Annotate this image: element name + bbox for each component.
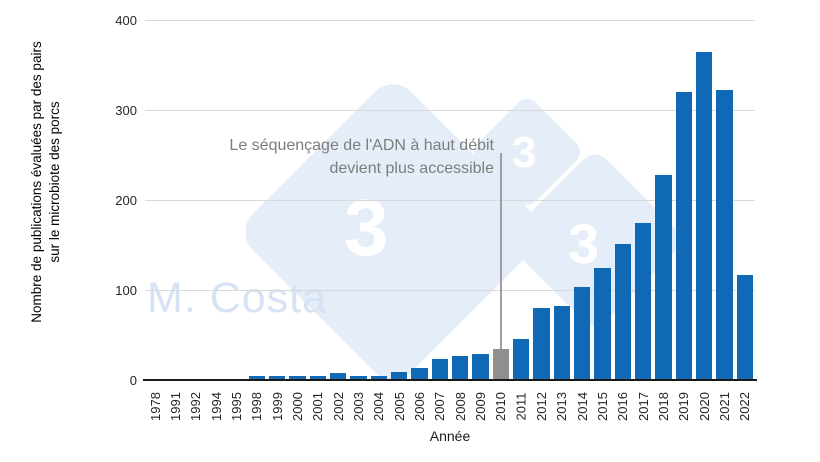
watermark-digit: 3 [512, 128, 537, 177]
bar-2000 [289, 375, 306, 379]
x-tick-label-2022: 2022 [737, 391, 753, 421]
watermark-digit: 3 [568, 212, 600, 275]
bar-2009 [472, 353, 489, 379]
annotation-text: Le séquençage de l'ADN à haut débit devi… [229, 134, 494, 180]
x-axis-line [143, 379, 757, 381]
bar-2013 [553, 306, 571, 379]
bar-2015 [594, 268, 611, 379]
annotation-pointer-line [499, 153, 502, 349]
bar-2004 [370, 376, 388, 379]
y-axis-title: Nombre de publications évaluées par des … [28, 36, 68, 328]
bar-2001 [309, 375, 327, 379]
gridline-400 [145, 20, 755, 21]
bar-2016 [614, 244, 632, 379]
bar-1998 [248, 375, 266, 379]
bar-2007 [431, 359, 449, 379]
bar-2002 [329, 372, 347, 379]
bar-2017 [634, 223, 652, 379]
bar-2006 [411, 368, 428, 379]
gridline-300 [145, 110, 755, 111]
annotation-line-1: Le séquençage de l'ADN à haut débit [229, 137, 494, 154]
bar-2022 [736, 274, 754, 379]
y-axis-title-line-1: Nombre de publications évaluées par des … [29, 41, 44, 323]
bar-2014 [573, 287, 591, 379]
bar-2011 [512, 338, 530, 379]
x-axis-title: Année [429, 428, 471, 444]
bar-2021 [716, 90, 733, 379]
bar-1999 [268, 375, 286, 379]
watermark-brand: M. Costa [147, 274, 328, 322]
bar-2005 [390, 371, 408, 379]
bar-2008 [451, 355, 469, 379]
y-tick-label-0: 0 [129, 372, 137, 388]
bar-2012 [533, 308, 550, 379]
bar-2018 [655, 174, 672, 379]
gridline-100 [145, 290, 755, 291]
annotation-line-2: devient plus accessible [329, 160, 494, 177]
y-axis-title-line-2: sur le microbiote des porcs [47, 101, 62, 263]
bar-2010 [492, 348, 510, 379]
y-tick-label-100: 100 [115, 282, 137, 298]
bar-2020 [695, 51, 713, 379]
gridline-200 [145, 200, 755, 201]
bar-2019 [675, 92, 693, 379]
bar-2003 [350, 376, 367, 379]
x-tick-slot-2022: 2022 [723, 384, 767, 428]
y-tick-label-300: 300 [115, 102, 137, 118]
y-tick-label-400: 400 [115, 12, 137, 28]
y-tick-label-200: 200 [115, 192, 137, 208]
